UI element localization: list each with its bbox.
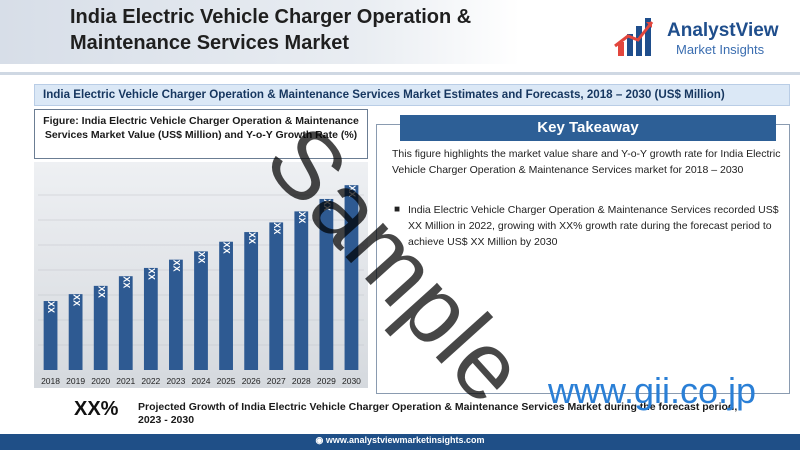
data-label-2018: XX: [46, 301, 56, 313]
data-label-2019: XX: [71, 294, 81, 306]
data-label-2023: XX: [172, 260, 182, 272]
data-label-2026: XX: [247, 232, 257, 244]
gii-watermark: www.gii.co.jp: [548, 370, 757, 411]
footer-bar: ◉ www.analystviewmarketinsights.com: [0, 434, 800, 450]
bar-2023: [169, 259, 183, 370]
data-label-2021: XX: [121, 276, 131, 288]
logo-name: AnalystView: [667, 20, 779, 41]
title-band: [0, 0, 520, 64]
x-tick-label-2028: 2028: [292, 376, 311, 386]
market-value-bar-chart: XX XX XX XX XX XX XX XX XX XX XX XX XX 2018 2019 2020 2…: [34, 162, 368, 388]
data-label-2028: XX: [297, 211, 307, 223]
bar-2024: [194, 251, 208, 370]
section-banner: India Electric Vehicle Charger Operation…: [34, 84, 790, 106]
x-tick-label-2019: 2019: [66, 376, 85, 386]
data-label-2029: XX: [322, 199, 332, 211]
x-tick-label-2022: 2022: [141, 376, 160, 386]
key-takeaway-bullet: ■ India Electric Vehicle Charger Operati…: [394, 202, 786, 250]
x-tick-label-2018: 2018: [41, 376, 60, 386]
bar-2020: [93, 285, 108, 370]
footer-url[interactable]: ◉ www.analystviewmarketinsights.com: [0, 435, 800, 446]
x-tick-label-2020: 2020: [91, 376, 110, 386]
bar-2027: [269, 222, 284, 370]
page-title: India Electric Vehicle Charger Operation…: [70, 6, 472, 54]
x-tick-label-2025: 2025: [217, 376, 236, 386]
logo-bars-icon: [614, 18, 654, 56]
bar-2019: [68, 294, 83, 370]
data-label-2025: XX: [222, 242, 232, 254]
bar-2029: [319, 198, 334, 370]
key-takeaway-heading: Key Takeaway: [400, 115, 776, 141]
growth-description: Projected Growth of India Electric Vehic…: [138, 401, 738, 426]
key-takeaway-description: This figure highlights the market value …: [392, 148, 781, 176]
data-label-2020: XX: [96, 286, 106, 298]
x-tick-label-2027: 2027: [267, 376, 286, 386]
x-tick-label-2026: 2026: [242, 376, 261, 386]
x-tick-label-2023: 2023: [166, 376, 185, 386]
data-label-2024: XX: [197, 251, 207, 263]
bar-2025: [219, 241, 233, 370]
growth-value: XX%: [74, 398, 119, 420]
x-tick-label-2021: 2021: [116, 376, 135, 386]
footer-url-text: www.analystviewmarketinsights.com: [325, 435, 485, 445]
x-tick-label-2029: 2029: [317, 376, 336, 386]
bar-2026: [244, 232, 259, 370]
logo-subtitle: Market Insights: [676, 42, 765, 57]
header-divider: [0, 72, 800, 75]
bar-2021: [118, 276, 133, 370]
banner-text: India Electric Vehicle Charger Operation…: [43, 88, 725, 101]
bar-2018: [43, 301, 58, 370]
data-label-2027: XX: [272, 222, 282, 234]
x-tick-label-2030: 2030: [342, 376, 361, 386]
bullet-text: India Electric Vehicle Charger Operation…: [408, 204, 779, 248]
header: India Electric Vehicle Charger Operation…: [0, 0, 800, 75]
analystview-logo[interactable]: AnalystView Market Insights: [612, 12, 792, 64]
globe-icon: ◉: [315, 435, 326, 445]
data-label-2030: XX: [347, 185, 357, 197]
figure-caption: Figure: India Electric Vehicle Charger O…: [34, 109, 368, 159]
data-label-2022: XX: [146, 268, 156, 280]
bar-2028: [294, 211, 309, 370]
bar-2030: [344, 185, 359, 370]
bar-2022: [143, 267, 158, 370]
bullet-icon: ■: [394, 204, 401, 215]
x-tick-label-2024: 2024: [192, 376, 211, 386]
